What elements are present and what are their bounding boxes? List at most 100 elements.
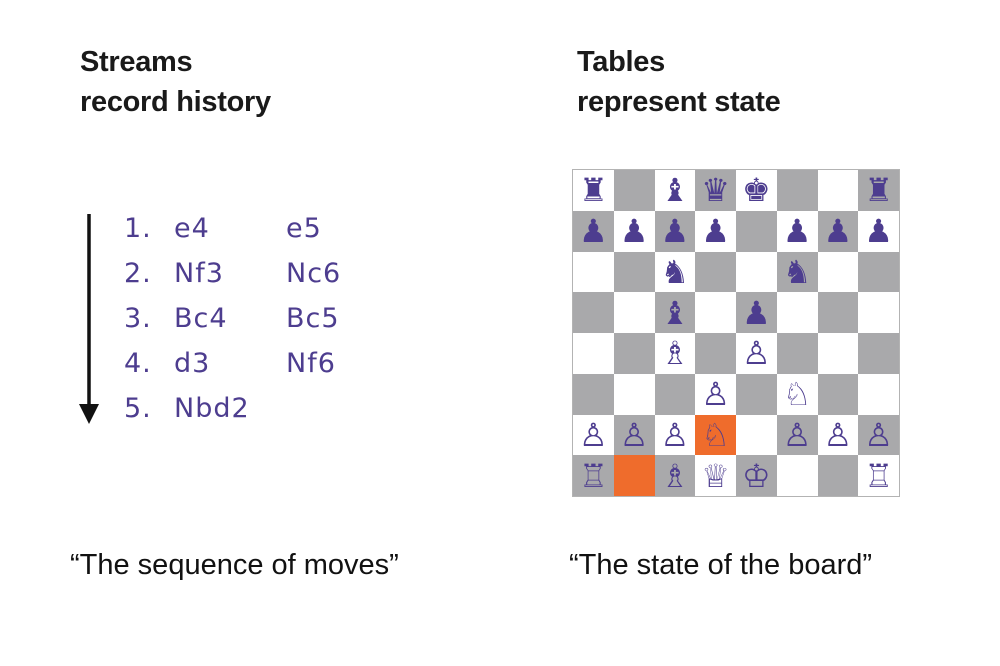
square-a8: ♜ bbox=[573, 170, 614, 211]
move-number: 4. bbox=[124, 348, 152, 379]
square-g4 bbox=[817, 333, 859, 374]
square-e2 bbox=[736, 414, 777, 456]
square-d1: ♕ bbox=[695, 455, 736, 496]
white-pawn-icon: ♙ bbox=[579, 415, 608, 454]
streams-heading-line2: record history bbox=[80, 86, 271, 118]
white-rook-icon: ♖ bbox=[579, 456, 608, 495]
square-e6 bbox=[736, 251, 777, 293]
square-b3 bbox=[613, 373, 655, 415]
move-number: 2. bbox=[124, 258, 152, 289]
chess-board: ♜ ♝ ♛ ♚ ♜ ♟ ♟ ♟ ♟ ♟ ♟ ♟ ♞ ♞ ♝ ♟ ♗ ♙ ♙ ♘ ♙ ♙ ♙ ♘ ♙ ♙ ♙ ♖ ♗ ♕ ♔ ♖ bbox=[572, 169, 900, 497]
white-knight-icon: ♘ bbox=[701, 415, 730, 454]
square-b7: ♟ bbox=[613, 210, 655, 252]
white-move: Bc4 bbox=[174, 303, 228, 334]
black-pawn-icon: ♟ bbox=[823, 212, 853, 251]
square-b1 bbox=[613, 455, 655, 496]
white-pawn-icon: ♙ bbox=[742, 334, 771, 373]
streams-caption: “The sequence of moves” bbox=[70, 549, 399, 581]
square-g8 bbox=[817, 170, 859, 211]
square-c5: ♝ bbox=[654, 292, 696, 333]
black-pawn-icon: ♟ bbox=[782, 212, 812, 251]
square-f5 bbox=[776, 292, 818, 333]
square-h1: ♖ bbox=[858, 455, 899, 496]
square-h3 bbox=[858, 373, 899, 415]
streams-heading: Streams record history bbox=[80, 42, 271, 122]
square-h8: ♜ bbox=[858, 170, 899, 211]
board-caption: “The state of the board” bbox=[569, 549, 873, 581]
square-a6 bbox=[573, 251, 614, 293]
square-d6 bbox=[695, 251, 736, 293]
black-move: Nc6 bbox=[286, 258, 342, 289]
square-c3 bbox=[654, 373, 696, 415]
white-bishop-icon: ♗ bbox=[660, 456, 690, 495]
square-c2: ♙ bbox=[654, 414, 696, 456]
black-bishop-icon: ♝ bbox=[660, 293, 690, 332]
black-pawn-icon: ♟ bbox=[701, 212, 730, 251]
square-f3: ♘ bbox=[776, 373, 818, 415]
black-king-icon: ♚ bbox=[742, 171, 771, 210]
square-g7: ♟ bbox=[817, 210, 859, 252]
timeline-arrow-icon bbox=[79, 214, 99, 424]
move-number: 3. bbox=[124, 303, 152, 334]
square-b2: ♙ bbox=[613, 414, 655, 456]
square-b8 bbox=[613, 170, 655, 211]
square-f4 bbox=[776, 333, 818, 374]
square-f2: ♙ bbox=[776, 414, 818, 456]
square-h7: ♟ bbox=[858, 210, 899, 252]
white-knight-icon: ♘ bbox=[782, 375, 812, 414]
square-b6 bbox=[613, 251, 655, 293]
black-knight-icon: ♞ bbox=[660, 252, 690, 291]
black-pawn-icon: ♟ bbox=[864, 212, 893, 251]
white-king-icon: ♔ bbox=[742, 456, 771, 495]
white-pawn-icon: ♙ bbox=[619, 415, 649, 454]
square-a3 bbox=[573, 373, 614, 415]
square-a1: ♖ bbox=[573, 455, 614, 496]
square-f6: ♞ bbox=[776, 251, 818, 293]
square-c4: ♗ bbox=[654, 333, 696, 374]
square-e7 bbox=[736, 210, 777, 252]
tables-heading: Tables represent state bbox=[577, 42, 781, 122]
white-pawn-icon: ♙ bbox=[823, 415, 853, 454]
square-b4 bbox=[613, 333, 655, 374]
black-move: Nf6 bbox=[286, 348, 336, 379]
streams-heading-line1: Streams bbox=[80, 46, 193, 78]
square-c8: ♝ bbox=[654, 170, 696, 211]
move-number: 1. bbox=[124, 213, 152, 244]
square-c7: ♟ bbox=[654, 210, 696, 252]
white-pawn-icon: ♙ bbox=[701, 375, 730, 414]
black-pawn-icon: ♟ bbox=[619, 212, 649, 251]
square-h5 bbox=[858, 292, 899, 333]
square-e4: ♙ bbox=[736, 333, 777, 374]
square-e5: ♟ bbox=[736, 292, 777, 333]
black-rook-icon: ♜ bbox=[864, 171, 893, 210]
square-a5 bbox=[573, 292, 614, 333]
square-g2: ♙ bbox=[817, 414, 859, 456]
square-a2: ♙ bbox=[573, 414, 614, 456]
black-rook-icon: ♜ bbox=[579, 171, 608, 210]
tables-heading-line1: Tables bbox=[577, 46, 665, 78]
black-knight-icon: ♞ bbox=[782, 252, 812, 291]
square-g3 bbox=[817, 373, 859, 415]
square-d8: ♛ bbox=[695, 170, 736, 211]
square-g5 bbox=[817, 292, 859, 333]
white-pawn-icon: ♙ bbox=[782, 415, 812, 454]
black-pawn-icon: ♟ bbox=[579, 212, 608, 251]
square-g6 bbox=[817, 251, 859, 293]
square-d2: ♘ bbox=[695, 414, 736, 456]
square-a4 bbox=[573, 333, 614, 374]
tables-heading-line2: represent state bbox=[577, 86, 781, 118]
black-pawn-icon: ♟ bbox=[660, 212, 690, 251]
move-number: 5. bbox=[124, 393, 152, 424]
square-h4 bbox=[858, 333, 899, 374]
square-g1 bbox=[817, 455, 859, 496]
white-queen-icon: ♕ bbox=[701, 456, 730, 495]
square-f7: ♟ bbox=[776, 210, 818, 252]
white-bishop-icon: ♗ bbox=[660, 334, 690, 373]
square-d5 bbox=[695, 292, 736, 333]
white-rook-icon: ♖ bbox=[864, 456, 893, 495]
square-h6 bbox=[858, 251, 899, 293]
square-a7: ♟ bbox=[573, 210, 614, 252]
white-pawn-icon: ♙ bbox=[864, 415, 893, 454]
square-d3: ♙ bbox=[695, 373, 736, 415]
square-c6: ♞ bbox=[654, 251, 696, 293]
